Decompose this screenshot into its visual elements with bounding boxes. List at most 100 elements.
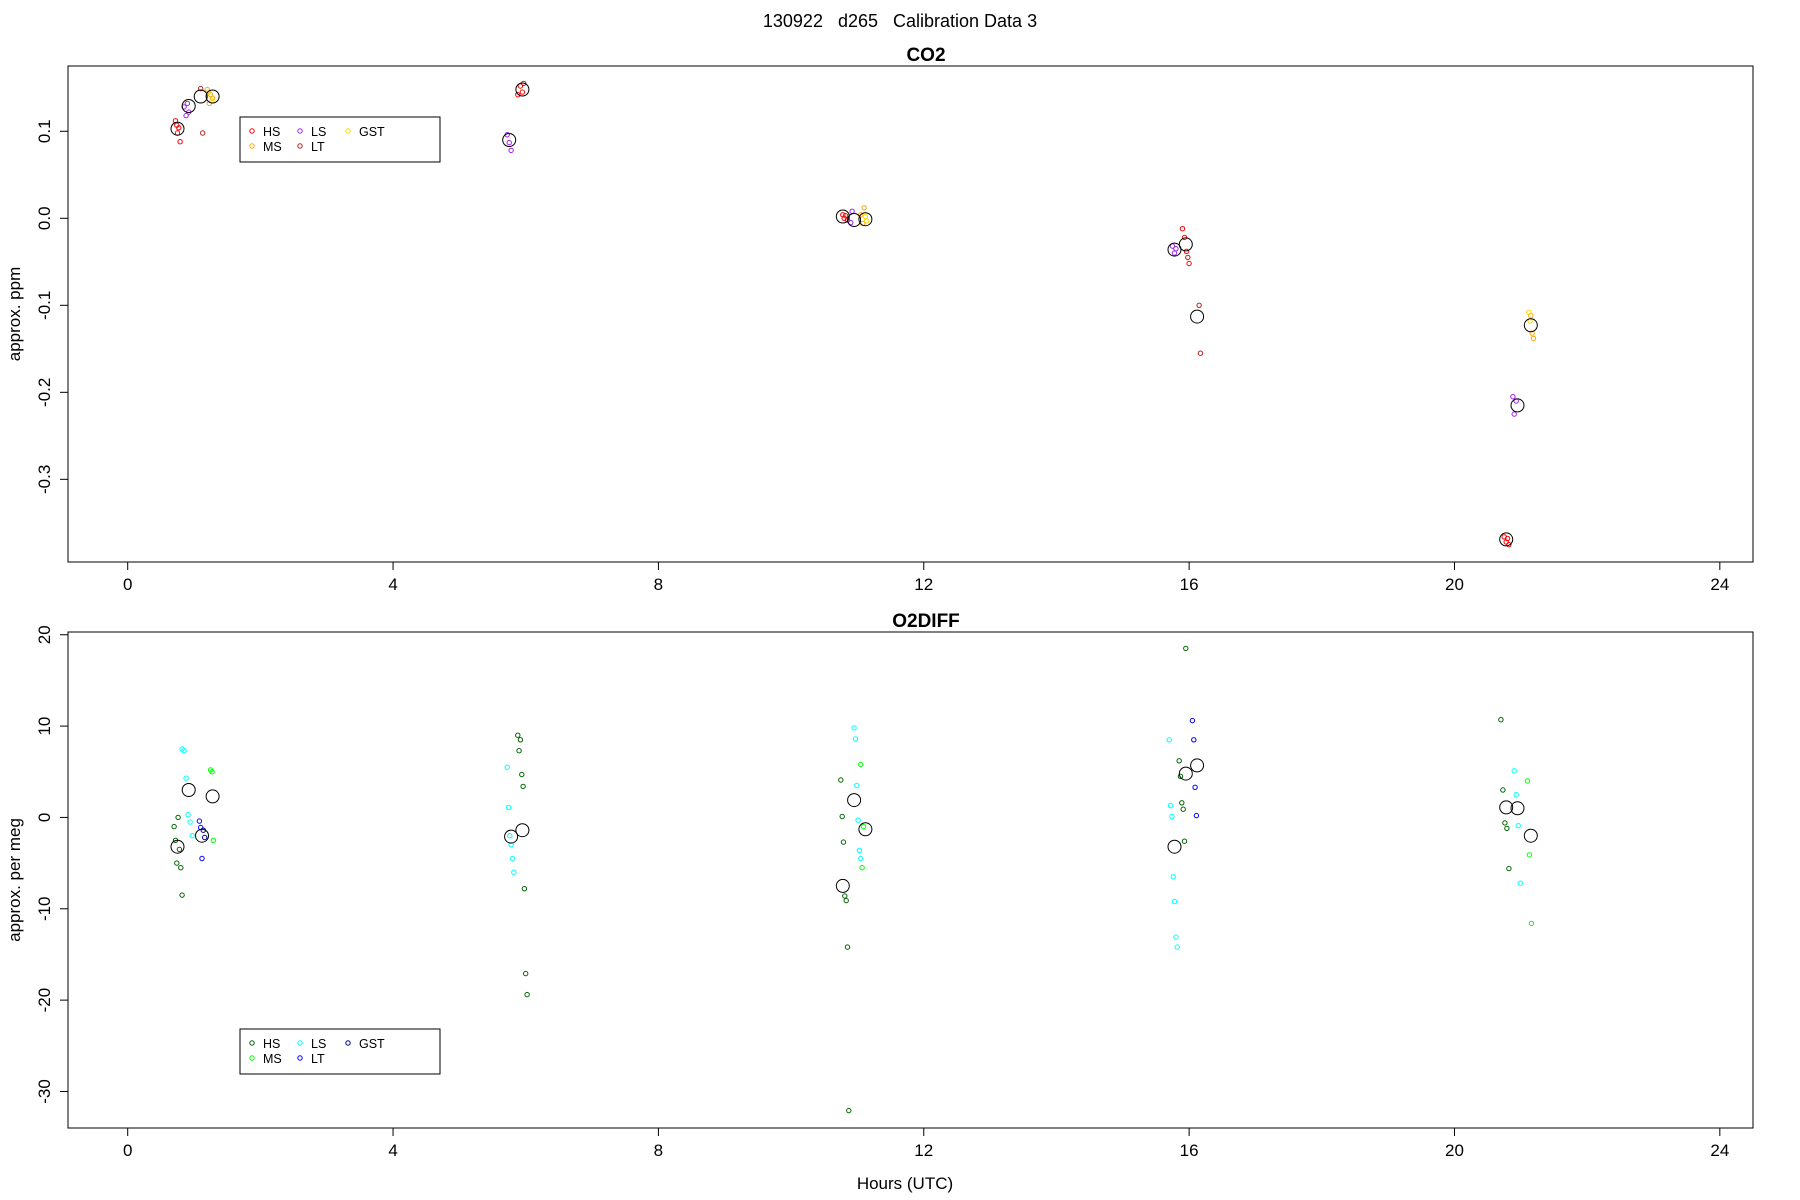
point-hs [178, 865, 184, 871]
point-ls [511, 869, 517, 875]
point-ms [860, 823, 867, 830]
x-tick-label: 24 [1710, 1141, 1729, 1160]
point-hs [1185, 254, 1191, 261]
point-ls [183, 775, 189, 781]
point-hs [844, 944, 851, 950]
point-hs [171, 823, 177, 830]
x-axis-label: Hours (UTC) [857, 1174, 953, 1193]
o2diff-panel: O2DIFF approx. per meg 0 4 8 12 16 20 24 20 10 0 -… [5, 611, 1754, 1160]
legend-marker [297, 128, 303, 134]
x-tick-label: 0 [123, 1141, 132, 1160]
legend-marker [345, 1040, 351, 1046]
point-ms [209, 769, 215, 775]
point-ls [1169, 813, 1175, 820]
point-hs [842, 893, 848, 899]
x-tick-label: 0 [123, 575, 132, 594]
point-lt [1193, 812, 1200, 819]
legend-label: GST [359, 1037, 385, 1051]
mean-marker [1510, 398, 1525, 413]
mean-marker [1167, 839, 1182, 854]
mean-marker [835, 209, 850, 224]
mean-marker [1523, 828, 1538, 843]
point-hs [1504, 825, 1510, 832]
point-hs [842, 213, 849, 219]
x-tick-label: 20 [1445, 575, 1464, 594]
point-lt [1196, 302, 1202, 308]
point-ls [1513, 791, 1519, 798]
legend-marker [249, 1040, 255, 1046]
point-hs [840, 839, 847, 845]
mean-marker [195, 828, 209, 843]
x-tick-label: 8 [654, 575, 663, 594]
legend-box [239, 116, 441, 163]
point-hs [179, 892, 185, 898]
point-hs [524, 991, 530, 998]
point-gst [864, 218, 870, 224]
y-tick-label: 0.0 [35, 206, 54, 230]
mean-marker [193, 89, 208, 104]
point-ms [861, 205, 867, 211]
point-ls [852, 736, 859, 742]
point-ms [1524, 778, 1531, 784]
x-tick-label: 16 [1180, 1141, 1199, 1160]
point-ls [189, 833, 195, 839]
legend-label: LT [311, 1052, 325, 1066]
y-tick-label: 0 [35, 813, 54, 822]
mean-marker [847, 213, 862, 227]
mean-marker [858, 822, 873, 837]
co2-panel-title: CO2 [906, 45, 945, 66]
point-ls [1510, 394, 1516, 400]
point-hs [519, 89, 526, 95]
point-hs [176, 846, 183, 853]
point-hs [515, 732, 521, 738]
legend-label: MS [263, 140, 282, 154]
mean-marker [1190, 309, 1205, 324]
o2diff-y-axis-label: approx. per meg [5, 818, 24, 942]
point-ls [1171, 250, 1178, 256]
point-ls [1511, 411, 1517, 417]
x-tick-label: 24 [1710, 575, 1729, 594]
point-ms [858, 761, 864, 768]
legend-marker [345, 128, 351, 134]
point-hs [1500, 787, 1506, 793]
point-hs [519, 771, 525, 778]
point-hs [520, 783, 526, 790]
legend-box [239, 1028, 441, 1075]
point-hs [516, 748, 522, 754]
point-hs [1183, 248, 1190, 255]
point-ls [1517, 880, 1523, 886]
point-ls [1173, 934, 1179, 940]
point-hs [174, 122, 180, 128]
mean-marker [515, 823, 530, 838]
point-hs [1181, 234, 1188, 241]
point-ms [210, 837, 217, 843]
mean-marker [170, 121, 185, 136]
point-hs [523, 970, 529, 977]
legend-label: MS [263, 1052, 282, 1066]
point-ls [507, 833, 513, 839]
mean-marker [181, 99, 196, 113]
point-hs [846, 1107, 852, 1114]
mean-marker [1499, 800, 1514, 815]
point-hs [1176, 758, 1182, 764]
mean-marker [1510, 801, 1525, 816]
point-ls [1166, 737, 1172, 743]
point-hs [1177, 773, 1184, 779]
point-hs [1179, 800, 1185, 806]
point-ls [1511, 768, 1517, 774]
mean-marker [205, 89, 220, 104]
point-ms [1526, 852, 1533, 858]
point-ms [1529, 330, 1535, 336]
point-hs [175, 814, 181, 821]
legend-label: LS [311, 1037, 326, 1051]
co2-y-axis-label: approx. ppm [5, 267, 24, 362]
x-tick-label: 16 [1180, 575, 1199, 594]
point-lt [1192, 784, 1198, 790]
point-ls [849, 208, 855, 215]
point-ms [859, 865, 865, 871]
point-ls [1167, 802, 1174, 809]
x-tick-label: 4 [388, 1141, 397, 1160]
